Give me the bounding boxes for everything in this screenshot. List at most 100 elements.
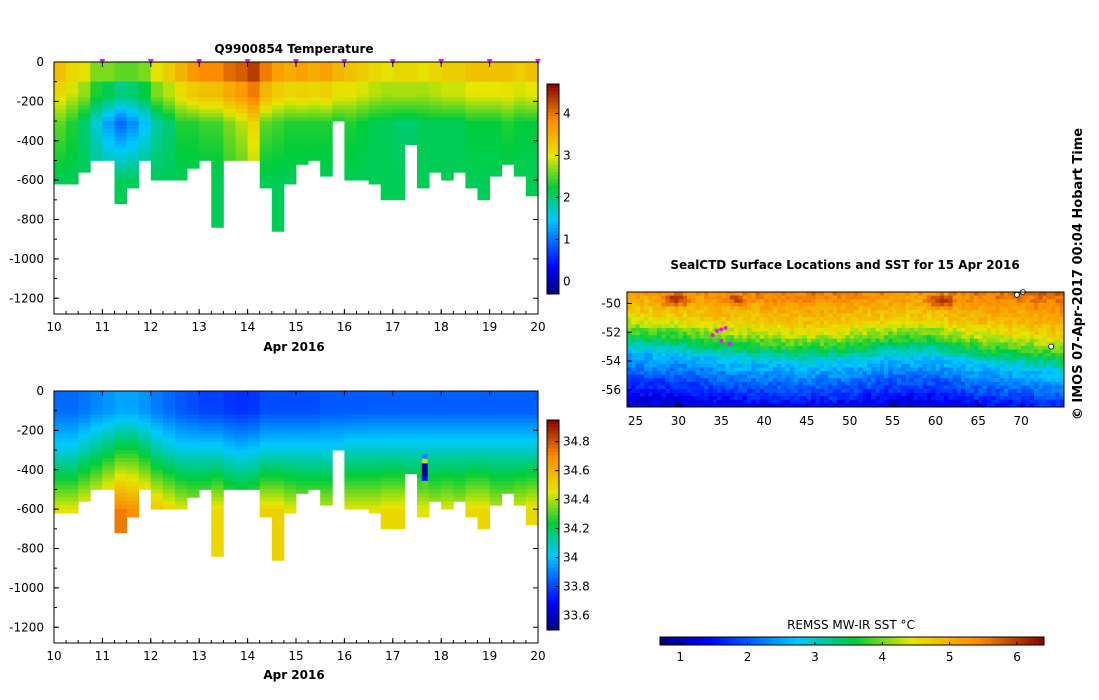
salinity-cell [150, 501, 164, 506]
salinity-cell [501, 465, 515, 471]
sst-cell [725, 363, 731, 368]
temperature-cell [187, 81, 200, 87]
salinity-cell [175, 477, 188, 482]
temperature-cell [66, 69, 79, 75]
sst-cell [802, 385, 808, 390]
salinity-cell [429, 410, 442, 416]
sst-cell [858, 306, 863, 311]
sst-cell [738, 396, 743, 401]
temperature-cell [308, 73, 321, 79]
sst-cell [785, 396, 791, 401]
sst-cell [819, 345, 825, 350]
sst-cell [755, 403, 761, 408]
temperature-cell [465, 69, 478, 75]
sst-cell [669, 374, 675, 379]
sst-cell [712, 317, 718, 322]
salinity-cell [271, 469, 285, 475]
salinity-cell [175, 391, 188, 396]
sst-cell [901, 331, 906, 336]
salinity-cell [199, 438, 212, 443]
temperature-cell [78, 117, 91, 122]
salinity-cell [392, 394, 406, 400]
salinity-cell [138, 426, 152, 431]
sst-cell [922, 324, 928, 329]
sst-cell [849, 331, 855, 336]
salinity-cell [150, 394, 164, 400]
temperature-cell [66, 148, 79, 153]
salinity-cell [368, 465, 382, 471]
colorbar-segment [547, 168, 559, 172]
sst-cell [648, 353, 654, 357]
salinity-cell [162, 454, 176, 459]
salinity-cell [66, 497, 79, 502]
salinity-cell [380, 450, 394, 455]
salinity-cell [187, 450, 200, 455]
temperature-cell [417, 69, 430, 75]
temperature-cell [78, 93, 91, 98]
sst-cell [674, 349, 679, 354]
sst-cell [922, 320, 928, 325]
temperature-cell [441, 77, 454, 83]
salinity-cell [308, 418, 321, 423]
sst-cell [678, 385, 683, 390]
temperature-cell [271, 93, 285, 98]
temperature-cell [114, 148, 127, 153]
sst-map-heatmap [627, 292, 1065, 408]
sst-cell [854, 374, 859, 379]
sst-cell [635, 363, 641, 368]
salinity-cell [54, 398, 67, 404]
salinity-cell [235, 442, 248, 447]
salinity-cell [356, 410, 369, 416]
salinity-cell [380, 422, 394, 427]
sst-cell [716, 313, 722, 318]
sst-cell [665, 292, 671, 296]
sst-cell [879, 317, 885, 322]
sst-cell [768, 363, 773, 368]
temperature-cell [477, 117, 490, 122]
sst-cell [751, 331, 756, 336]
colorbar-segment [547, 248, 559, 253]
salinity-cell [150, 481, 164, 486]
sst-cell [627, 371, 632, 375]
sst-cell [854, 331, 859, 336]
sst-cell [785, 306, 791, 311]
temperature-cell [308, 132, 321, 138]
sst-cell [806, 381, 812, 386]
temperature-cell [199, 117, 212, 122]
salinity-cell [489, 501, 503, 506]
sst-cell [742, 292, 748, 296]
temperature-cell [138, 89, 152, 94]
sst-cell [695, 306, 701, 311]
sst-cell [811, 338, 816, 343]
salinity-cell [235, 461, 248, 467]
sst-cell [746, 313, 752, 318]
temperature-cell [102, 140, 115, 146]
temperature-cell [283, 128, 297, 134]
sst-cell [854, 360, 859, 365]
sst-cell [725, 317, 731, 322]
sst-cell [905, 317, 911, 322]
temperature-cell [525, 109, 539, 114]
temperature-cell [211, 184, 224, 189]
sst-cell [661, 335, 666, 340]
salinity-cell [404, 422, 418, 427]
temperature-cell [66, 168, 79, 173]
temperature-cell [296, 128, 309, 134]
salinity-cell [308, 410, 321, 416]
salinity-cell [175, 481, 188, 486]
sst-cell [888, 302, 893, 307]
sst-cell [798, 392, 803, 397]
sst-cell [781, 385, 786, 390]
sst-cell [776, 306, 782, 311]
salinity-cell [332, 410, 345, 416]
salinity-cell [477, 461, 490, 467]
sst-cell [704, 306, 709, 311]
salinity-cell [271, 457, 285, 463]
salinity-cell [501, 391, 515, 396]
sst-cell [819, 381, 825, 386]
sst-cell [725, 378, 731, 383]
sst-cell [755, 313, 761, 318]
sst-cell [879, 306, 885, 311]
sst-cell [892, 320, 898, 325]
colorbar-segment [547, 84, 559, 88]
